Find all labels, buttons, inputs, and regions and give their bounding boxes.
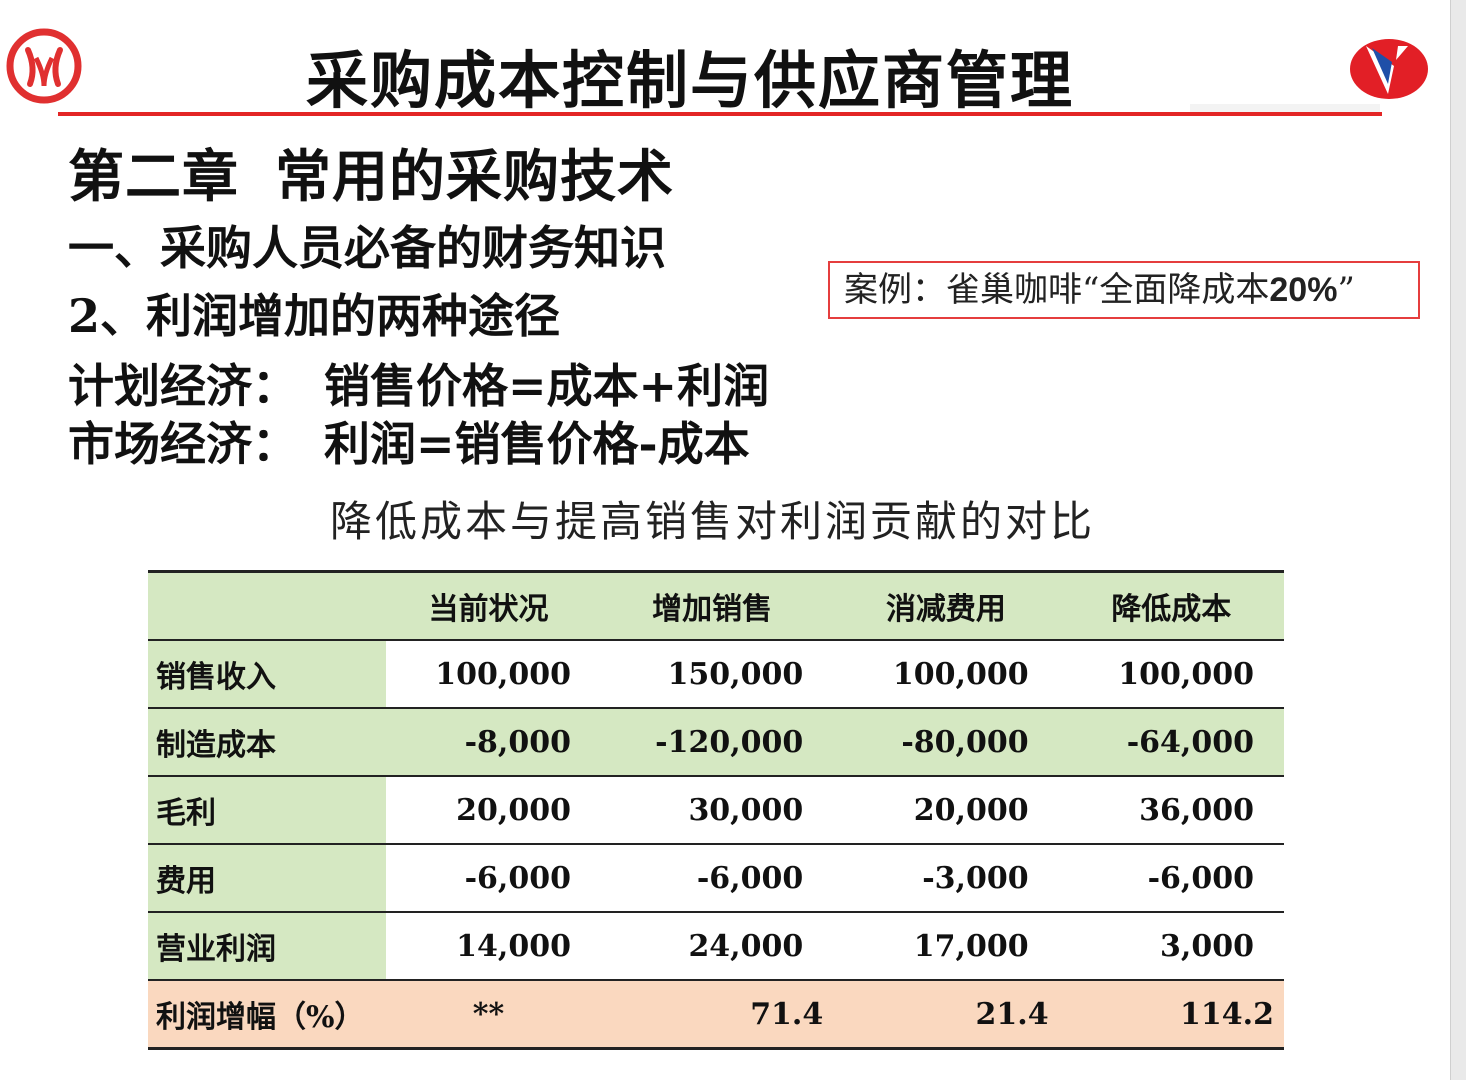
section-heading-2: 2、利润增加的两种途径 — [68, 289, 561, 343]
table-cell: 3,000 — [1058, 912, 1284, 981]
window-edge — [1450, 0, 1466, 1080]
header-cell: 当前状况 — [386, 570, 591, 641]
table-cell: 24,000 — [591, 912, 834, 981]
table-cell: ** — [386, 980, 591, 1050]
row-label: 制造成本 — [148, 708, 386, 777]
table-cell: 20,000 — [833, 776, 1059, 845]
formula-label: 计划经济： — [68, 359, 298, 413]
row-label: 销售收入 — [148, 640, 386, 709]
table-row: 制造成本 -8,000 -120,000 -80,000 -64,000 — [148, 708, 1284, 777]
table-cell: -3,000 — [833, 844, 1059, 913]
table-cell: 100,000 — [386, 640, 591, 709]
formula-market-economy: 市场经济： 利润=销售价格-成本 — [68, 408, 750, 474]
table-cell: 114.2 — [1058, 980, 1284, 1050]
table-cell: 100,000 — [833, 640, 1059, 709]
title-line-shadow — [1190, 104, 1380, 114]
header-cell: 消减费用 — [833, 570, 1059, 641]
formula-expression: 利润=销售价格-成本 — [324, 417, 750, 471]
comparison-table: 当前状况 增加销售 消减费用 降低成本 销售收入 100,000 150,000… — [148, 570, 1284, 1050]
table-cell: -8,000 — [386, 708, 591, 777]
formula-label: 市场经济： — [68, 417, 298, 471]
title-divider — [58, 112, 1382, 116]
table-cell: -64,000 — [1058, 708, 1284, 777]
table-row: 销售收入 100,000 150,000 100,000 100,000 — [148, 640, 1284, 709]
case-prefix: 案例：雀巢咖啡“全面降成本 — [844, 270, 1270, 310]
table-header-row: 当前状况 增加销售 消减费用 降低成本 — [148, 570, 1284, 641]
table-cell: 20,000 — [386, 776, 591, 845]
table-cell: -6,000 — [591, 844, 834, 913]
table-row: 营业利润 14,000 24,000 17,000 3,000 — [148, 912, 1284, 981]
table-cell: -6,000 — [386, 844, 591, 913]
case-callout-box: 案例：雀巢咖啡“全面降成本20%” — [828, 261, 1420, 319]
case-highlight: 20% — [1269, 271, 1338, 309]
table-cell: -80,000 — [833, 708, 1059, 777]
header-cell — [148, 570, 386, 641]
chapter-label: 第二章 — [68, 144, 239, 210]
header-cell: 增加销售 — [591, 570, 834, 641]
table-cell: 21.4 — [833, 980, 1059, 1050]
table-cell: -6,000 — [1058, 844, 1284, 913]
table-row: 毛利 20,000 30,000 20,000 36,000 — [148, 776, 1284, 845]
company-logo-left — [6, 28, 82, 104]
formula-planned-economy: 计划经济： 销售价格=成本+利润 — [68, 350, 769, 416]
table-cell: 71.4 — [591, 980, 834, 1050]
table-row: 费用 -6,000 -6,000 -3,000 -6,000 — [148, 844, 1284, 913]
chapter-heading: 第二章 常用的采购技术 — [68, 132, 674, 213]
table-cell: 36,000 — [1058, 776, 1284, 845]
formula-expression: 销售价格=成本+利润 — [324, 359, 770, 413]
page-title: 采购成本控制与供应商管理 — [305, 44, 1074, 117]
row-label: 利润增幅（%） — [148, 980, 386, 1050]
chapter-title: 常用的采购技术 — [275, 144, 674, 210]
row-label: 费用 — [148, 844, 386, 913]
section-heading-1: 一、采购人员必备的财务知识 — [68, 221, 666, 275]
table-row-profit-increase: 利润增幅（%） ** 71.4 21.4 114.2 — [148, 980, 1284, 1050]
row-label: 毛利 — [148, 776, 386, 845]
table-cell: 150,000 — [591, 640, 834, 709]
header-cell: 降低成本 — [1058, 570, 1284, 641]
table-cell: 17,000 — [833, 912, 1059, 981]
case-suffix: ” — [1337, 270, 1355, 310]
table-cell: 100,000 — [1058, 640, 1284, 709]
row-label: 营业利润 — [148, 912, 386, 981]
table-title: 降低成本与提高销售对利润贡献的对比 — [330, 497, 1096, 546]
table-cell: 30,000 — [591, 776, 834, 845]
company-logo-right — [1350, 39, 1428, 99]
table-cell: 14,000 — [386, 912, 591, 981]
table-cell: -120,000 — [591, 708, 834, 777]
